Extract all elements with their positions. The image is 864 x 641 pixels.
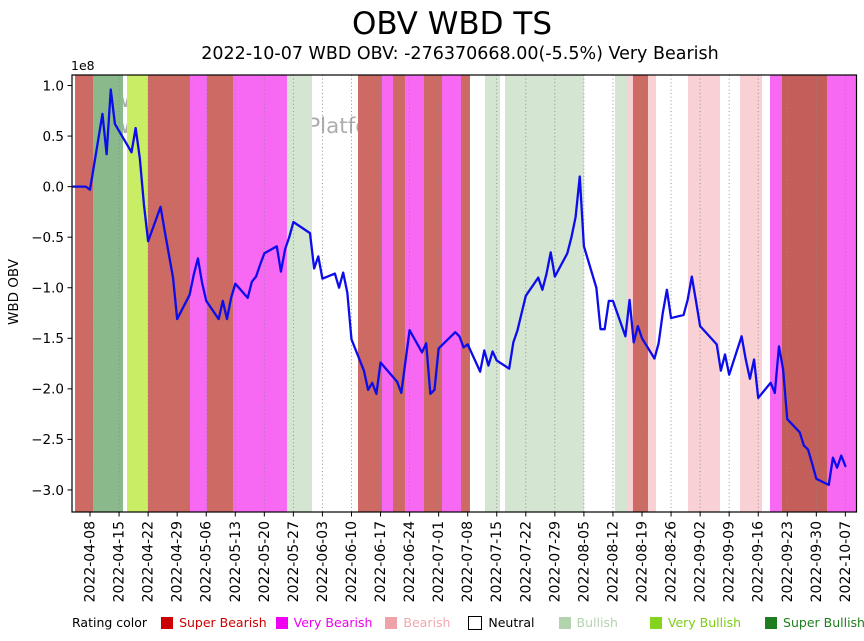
rating-band-super_bearish: [392, 75, 405, 512]
legend-title: Rating color: [72, 615, 148, 630]
x-tick-label: 2022-04-29: [170, 521, 186, 602]
x-tick-label: 2022-08-12: [605, 521, 621, 602]
x-tick-label: 2022-05-20: [257, 521, 273, 602]
rating-band-super_bearish: [207, 75, 233, 512]
y-tick-label: 0.5: [43, 129, 64, 145]
rating-band-bearish: [647, 75, 656, 512]
rating-band-very_bearish: [381, 75, 393, 512]
legend-swatch: [558, 616, 571, 629]
rating-band-very_bearish: [404, 75, 424, 512]
x-tick-label: 2022-09-16: [751, 521, 767, 602]
rating-band-super_bearish_deep: [782, 75, 827, 512]
x-tick-label: 2022-07-01: [431, 521, 447, 602]
chart-subtitle: 2022-10-07 WBD OBV: -276370668.00(-5.5%)…: [201, 44, 719, 64]
x-tick-label: 2022-09-30: [809, 521, 825, 602]
x-tick-label: 2022-09-02: [693, 521, 709, 602]
x-tick-label: 2022-09-23: [780, 521, 796, 602]
x-tick-label: 2022-05-13: [228, 521, 244, 602]
rating-band-super_bearish: [632, 75, 648, 512]
y-tick-label: −1.5: [31, 331, 64, 347]
legend-swatch: [385, 616, 398, 629]
x-tick-label: 2022-06-10: [344, 521, 360, 602]
rating-band-bullish: [505, 75, 584, 512]
legend-item-very-bullish: Very Bullish: [649, 615, 742, 630]
legend-item-label: Bullish: [576, 615, 618, 630]
legend-item-label: Super Bullish: [783, 615, 864, 630]
obv-line: [72, 88, 847, 487]
y-axis-scale-label: 1e8: [71, 58, 95, 73]
rating-band-very_bearish: [189, 75, 208, 512]
rating-band-super_bearish: [147, 75, 190, 512]
x-tick-label: 2022-07-08: [460, 521, 476, 602]
x-tick-label: 2022-06-24: [402, 521, 418, 602]
y-tick-label: −2.5: [31, 432, 64, 448]
legend-item-super-bearish: Super Bearish: [161, 615, 267, 630]
rating-legend: Rating color Super Bearish Very Bearish Be…: [72, 615, 864, 630]
legend-swatch: [468, 615, 483, 630]
y-tick-label: 1.0: [43, 78, 64, 94]
y-tick-label: −1.0: [31, 281, 64, 297]
x-tick-label: 2022-06-17: [373, 521, 389, 602]
legend-item-label: Neutral: [488, 615, 535, 630]
legend-item-neutral: Neutral: [468, 615, 535, 630]
x-tick-label: 2022-07-22: [518, 521, 534, 602]
x-tick-label: 2022-08-05: [576, 521, 592, 602]
rating-band-very_bearish: [770, 75, 783, 512]
legend-swatch: [649, 616, 662, 629]
rating-band-super_bearish: [358, 75, 382, 512]
rating-band-very_bearish: [826, 75, 857, 512]
x-tick-label: 2022-08-26: [664, 521, 680, 602]
legend-item-very-bearish: Very Bearish: [275, 615, 373, 630]
x-tick-label: 2022-09-09: [722, 521, 738, 602]
rating-band-super_bearish: [461, 75, 470, 512]
legend-item-bearish: Bearish: [385, 615, 450, 630]
rating-band-bearish: [739, 75, 762, 512]
legend-swatch: [765, 616, 778, 629]
y-tick-label: −3.0: [31, 483, 64, 499]
legend-item-super-bullish: Super Bullish: [765, 615, 864, 630]
rating-band-very_bearish: [442, 75, 462, 512]
rating-band-bullish: [286, 75, 313, 512]
legend-item-label: Very Bullish: [667, 615, 742, 630]
y-tick-label: −0.5: [31, 230, 64, 246]
plot-frame: [71, 74, 858, 513]
x-tick-label: 2022-04-08: [83, 521, 99, 602]
rating-band-bullish: [485, 75, 500, 512]
x-tick-label: 2022-05-06: [199, 521, 215, 602]
rating-band-bearish: [626, 75, 633, 512]
rating-band-super_bearish: [75, 75, 94, 512]
x-tick-label: 2022-08-19: [635, 521, 651, 602]
y-tick-label: 0.0: [43, 179, 64, 195]
rating-band-bearish: [687, 75, 720, 512]
rating-band-bullish: [614, 75, 627, 512]
rating-band-super_bearish: [423, 75, 443, 512]
y-tick-label: −2.0: [31, 382, 64, 398]
legend-item-label: Very Bearish: [293, 615, 373, 630]
x-tick-label: 2022-10-07: [838, 521, 854, 602]
rating-band-very_bearish: [232, 75, 287, 512]
chart-title: OBV WBD TS: [351, 6, 553, 42]
x-tick-label: 2022-04-22: [141, 521, 157, 602]
legend-item-label: Bearish: [403, 615, 451, 630]
x-tick-label: 2022-06-03: [315, 521, 331, 602]
x-tick-label: 2022-05-27: [286, 521, 302, 602]
x-tick-label: 2022-04-15: [112, 521, 128, 602]
legend-item-label: Super Bearish: [179, 615, 267, 630]
legend-swatch: [161, 616, 174, 629]
x-tick-label: 2022-07-15: [489, 521, 505, 602]
legend-swatch: [275, 616, 288, 629]
x-tick-label: 2022-07-29: [547, 521, 563, 602]
legend-item-bullish: Bullish: [558, 615, 618, 630]
